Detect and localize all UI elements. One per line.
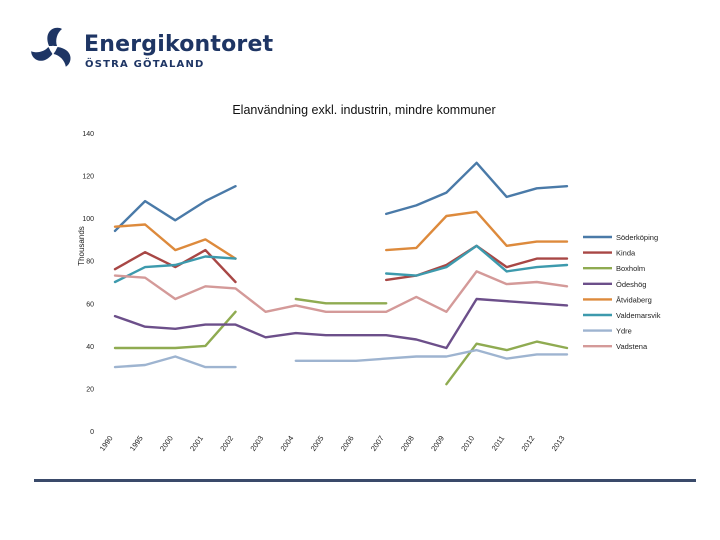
series-segment bbox=[385, 244, 569, 277]
x-tick-label: 2002 bbox=[218, 434, 235, 453]
series-line bbox=[113, 161, 569, 233]
series-lines bbox=[113, 161, 569, 386]
x-tick-label: 2001 bbox=[188, 434, 205, 453]
series-segment bbox=[113, 248, 237, 284]
brand-name: Energikontoret bbox=[84, 32, 274, 57]
x-tick-label: 2005 bbox=[309, 434, 326, 453]
y-tick-label: 100 bbox=[82, 216, 94, 223]
legend-item: Kinda bbox=[583, 249, 636, 258]
series-line bbox=[113, 210, 569, 260]
series-segment bbox=[113, 184, 237, 233]
series-segment bbox=[113, 223, 237, 260]
legend-item: Valdemarsvik bbox=[583, 311, 661, 320]
legend-item: Boxholm bbox=[583, 264, 645, 273]
series-line bbox=[113, 297, 569, 386]
x-tick-label: 2007 bbox=[369, 434, 386, 453]
legend-label: Åtvidaberg bbox=[616, 295, 652, 304]
series-line bbox=[113, 297, 569, 350]
series-segment bbox=[113, 297, 569, 350]
x-tick-label: 2006 bbox=[339, 434, 356, 453]
series-line bbox=[113, 270, 569, 313]
legend-label: Ödeshög bbox=[616, 280, 646, 289]
legend-label: Söderköping bbox=[616, 233, 658, 242]
legend-item: Ödeshög bbox=[583, 280, 646, 289]
x-tick-label: 2000 bbox=[158, 434, 175, 453]
series-segment bbox=[294, 348, 569, 362]
x-tick-label: 2003 bbox=[248, 434, 265, 453]
series-segment bbox=[113, 255, 237, 284]
y-axis-ticks: 0 20 40 60 80 100 120 140 bbox=[82, 131, 94, 436]
legend-label: Vadstena bbox=[616, 342, 648, 351]
x-tick-label: 2009 bbox=[429, 434, 446, 453]
footer-rule bbox=[34, 479, 696, 482]
x-tick-label: 1990 bbox=[98, 434, 115, 453]
y-tick-label: 120 bbox=[82, 174, 94, 181]
x-axis-ticks: 1990 1995 2000 2001 2002 2003 2004 2005 2006 2007… bbox=[98, 434, 567, 453]
series-segment bbox=[113, 310, 237, 350]
y-tick-label: 60 bbox=[86, 301, 94, 308]
y-tick-label: 20 bbox=[86, 386, 94, 393]
x-tick-label: 2011 bbox=[490, 434, 507, 452]
series-segment bbox=[385, 210, 569, 252]
brand-subtitle: ÖSTRA GÖTALAND bbox=[85, 59, 205, 70]
chart-title: Elanvändning exkl. industrin, mindre kom… bbox=[232, 103, 495, 117]
legend-label: Ydre bbox=[616, 327, 632, 336]
y-tick-label: 0 bbox=[90, 429, 94, 436]
series-line bbox=[113, 348, 569, 369]
x-tick-label: 2004 bbox=[278, 434, 295, 453]
x-tick-label: 2012 bbox=[520, 434, 537, 453]
series-segment bbox=[445, 340, 569, 386]
x-tick-label: 2010 bbox=[459, 434, 476, 453]
series-line bbox=[113, 244, 569, 284]
x-tick-label: 2013 bbox=[550, 434, 567, 453]
series-segment bbox=[385, 161, 569, 216]
legend-label: Valdemarsvik bbox=[616, 311, 661, 320]
x-tick-label: 1995 bbox=[128, 434, 145, 453]
y-axis-label: Thousands bbox=[77, 226, 86, 266]
series-segment bbox=[113, 270, 569, 313]
legend-label: Kinda bbox=[616, 249, 636, 258]
line-chart: Elanvändning exkl. industrin, mindre kom… bbox=[77, 103, 661, 453]
brand-logo: Energikontoret ÖSTRA GÖTALAND bbox=[28, 24, 273, 80]
y-tick-label: 40 bbox=[86, 344, 94, 351]
y-tick-label: 80 bbox=[86, 259, 94, 266]
legend: Söderköping Kinda Boxholm Ödeshög Åtvidaberg… bbox=[583, 233, 661, 351]
legend-label: Boxholm bbox=[616, 264, 645, 273]
legend-item: Söderköping bbox=[583, 233, 658, 242]
propeller-icon bbox=[31, 27, 71, 67]
legend-item: Åtvidaberg bbox=[583, 295, 652, 304]
y-tick-label: 140 bbox=[82, 131, 94, 138]
legend-item: Ydre bbox=[583, 327, 632, 336]
legend-item: Vadstena bbox=[583, 342, 648, 351]
series-segment bbox=[294, 297, 388, 305]
x-tick-label: 2008 bbox=[399, 434, 416, 453]
series-segment bbox=[113, 355, 237, 369]
